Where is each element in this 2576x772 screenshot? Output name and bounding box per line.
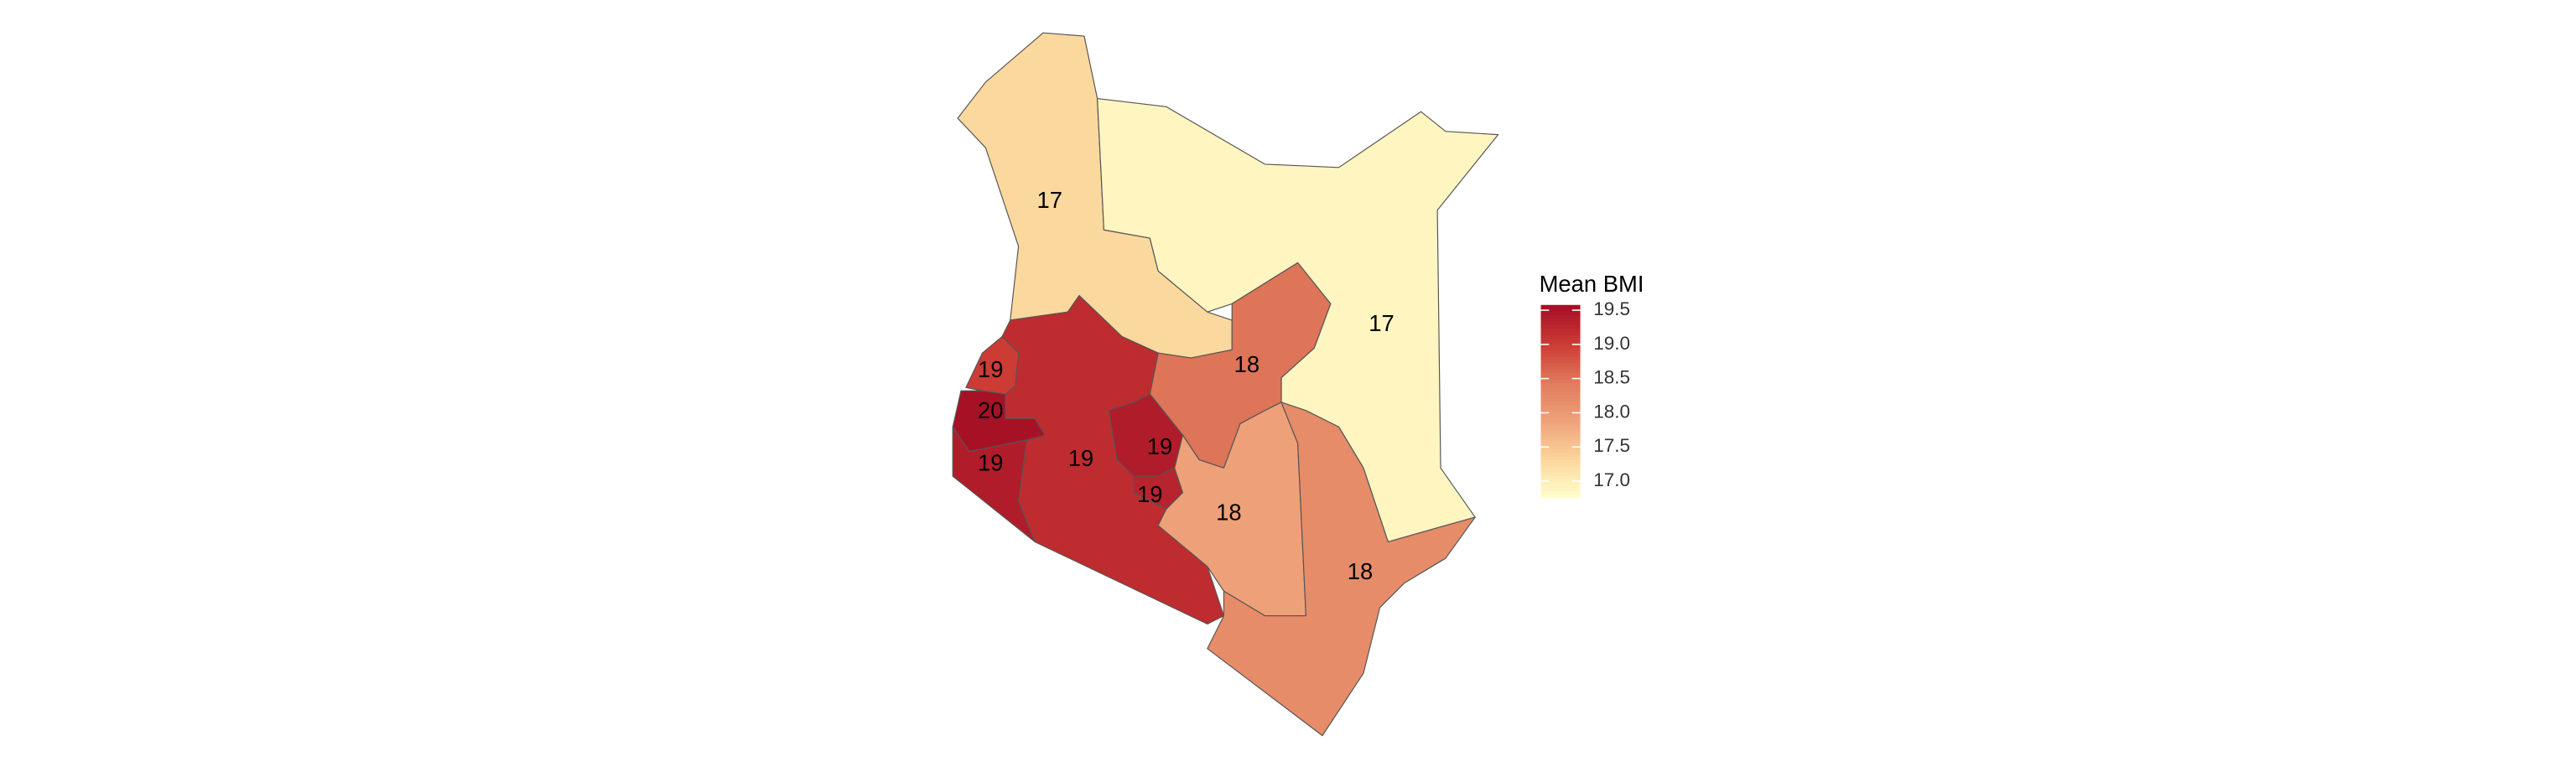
- colorbar-strip: [1540, 452, 1581, 457]
- region-label: 19: [978, 450, 1003, 476]
- region-label: 19: [1147, 433, 1172, 459]
- colorbar-strip: [1540, 359, 1581, 364]
- colorbar-strip: [1540, 407, 1581, 412]
- colorbar-strip: [1540, 388, 1581, 393]
- region-label: 18: [1348, 558, 1373, 584]
- colorbar-strip: [1540, 490, 1581, 495]
- colorbar-strip: [1540, 375, 1581, 380]
- legend-title: Mean BMI: [1540, 271, 1644, 297]
- colorbar-strip: [1540, 330, 1581, 335]
- colorbar-strip: [1540, 304, 1581, 309]
- colorbar-strip: [1540, 429, 1581, 434]
- colorbar-strip: [1540, 365, 1581, 370]
- colorbar-strip: [1540, 423, 1581, 428]
- colorbar-strip: [1540, 381, 1581, 386]
- region-label: 19: [978, 356, 1003, 382]
- colorbar-strip: [1540, 369, 1581, 374]
- colorbar-strip: [1540, 417, 1581, 422]
- colorbar-strip: [1540, 362, 1581, 367]
- colorbar-strip: [1540, 436, 1581, 441]
- colorbar-strip: [1540, 459, 1581, 464]
- colorbar-strip: [1540, 439, 1581, 444]
- colorbar-strip: [1540, 478, 1581, 483]
- colorbar-strip: [1540, 426, 1581, 431]
- colorbar-strip: [1540, 308, 1581, 313]
- colorbar-strip: [1540, 378, 1581, 383]
- region-label: 19: [1068, 445, 1093, 471]
- region: [965, 336, 1020, 395]
- region: [1207, 402, 1476, 737]
- region-label: 17: [1368, 310, 1394, 336]
- colorbar-strip: [1540, 464, 1581, 469]
- colorbar-strip: [1540, 420, 1581, 425]
- colorbar-strip: [1540, 413, 1581, 418]
- colorbar-strip: [1540, 404, 1581, 409]
- colorbar-tick-label: 18.5: [1593, 367, 1630, 388]
- colorbar-tick-label: 17.5: [1593, 435, 1630, 456]
- colorbar-strip: [1540, 445, 1581, 450]
- colorbar-strip: [1540, 433, 1581, 438]
- colorbar-strip: [1540, 448, 1581, 453]
- colorbar-strip: [1540, 355, 1581, 360]
- region-label: 18: [1216, 499, 1241, 525]
- region-label: 19: [1137, 481, 1162, 507]
- colorbar-strip: [1540, 385, 1581, 390]
- colorbar-strip: [1540, 339, 1581, 345]
- colorbar-strip: [1540, 455, 1581, 460]
- colorbar-strip: [1540, 391, 1581, 396]
- colorbar-strip: [1540, 343, 1581, 348]
- colorbar-strip: [1540, 471, 1581, 476]
- colorbar-strip: [1540, 314, 1581, 319]
- colorbar-strip: [1540, 480, 1581, 485]
- colorbar-strip: [1540, 487, 1581, 492]
- colorbar-tick-label: 19.5: [1593, 298, 1630, 319]
- colorbar-tick-label: 17.0: [1593, 469, 1630, 490]
- region-label: 17: [1037, 187, 1062, 213]
- colorbar-strip: [1540, 397, 1581, 402]
- colorbar-strip: [1540, 353, 1581, 358]
- colorbar-strip: [1540, 318, 1581, 323]
- colorbar-strip: [1540, 320, 1581, 325]
- colorbar-strip: [1540, 410, 1581, 415]
- region-label: 18: [1234, 351, 1259, 377]
- colorbar-strip: [1540, 324, 1581, 329]
- colorbar-strip: [1540, 372, 1581, 377]
- colorbar-strip: [1540, 484, 1581, 489]
- region-label: 20: [978, 397, 1003, 423]
- colorbar-strip: [1540, 474, 1581, 479]
- colorbar-strip: [1540, 336, 1581, 341]
- region: [952, 426, 1036, 543]
- colorbar-strip: [1540, 401, 1581, 406]
- map-root: 17 17 18 19 19 20 19 19 19 18 18 Mean BM…: [952, 32, 1644, 737]
- colorbar: 17.0 17.5 18.0 18.5 19.0 19.5: [1540, 298, 1630, 499]
- colorbar-strip: [1540, 334, 1581, 339]
- colorbar-strip: [1540, 468, 1581, 473]
- colorbar-strip: [1540, 350, 1581, 355]
- colorbar-strip: [1540, 494, 1581, 499]
- colorbar-strip: [1540, 443, 1581, 448]
- colorbar-tick-label: 18.0: [1593, 401, 1630, 422]
- colorbar-strip: [1540, 327, 1581, 332]
- colorbar-strip: [1540, 346, 1581, 351]
- colorbar-tick-label: 19.0: [1593, 333, 1630, 354]
- colorbar-strip: [1540, 461, 1581, 466]
- colorbar-strip: [1540, 394, 1581, 399]
- colorbar-strip: [1540, 311, 1581, 316]
